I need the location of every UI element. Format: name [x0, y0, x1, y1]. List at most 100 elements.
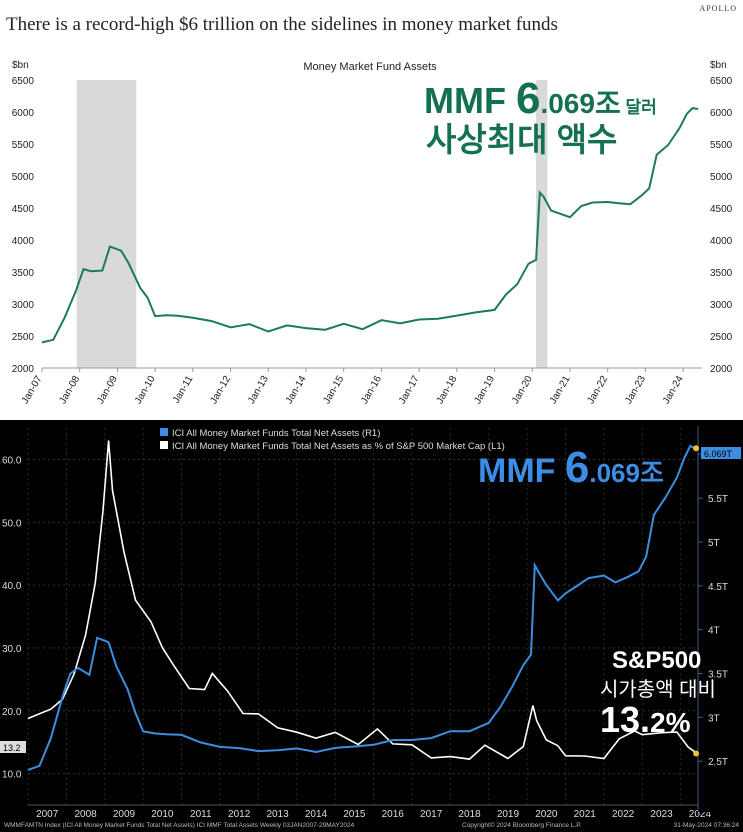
bottom-x-tick-label: 2018 — [458, 809, 481, 820]
top-x-tick-label: Jan-15 — [321, 374, 346, 406]
bottom-y-tick-right: 5.5T — [708, 494, 728, 505]
bottom-y-tick-left: 40.0 — [2, 581, 22, 592]
footer-copyright: Copyright© 2024 Bloomberg Finance L.P. — [462, 821, 582, 829]
top-x-tick-label: Jan-16 — [359, 374, 384, 406]
top-y-tick-right: 4000 — [710, 236, 733, 247]
top-y-tick-left: 3500 — [12, 268, 35, 279]
top-unit-right: $bn — [710, 60, 727, 71]
top-chart-panel: There is a record-high $6 trillion on th… — [6, 4, 737, 406]
bottom-x-tick-label: 2017 — [420, 809, 443, 820]
bottom-y-tick-right: 3.5T — [708, 669, 728, 680]
top-x-tick-label: Jan-18 — [435, 374, 460, 406]
bottom-x-tick-label: 2021 — [574, 809, 597, 820]
top-x-tick-label: Jan-13 — [246, 374, 271, 406]
top-y-tick-right: 3000 — [710, 300, 733, 311]
top-x-tick-label: Jan-17 — [397, 374, 422, 406]
brand-label: APOLLO — [699, 4, 737, 13]
bottom-chart-svg: 10.0 20.0 30.0 40.0 50.0 60.0 2007 2008 2009 2010… — [0, 426, 743, 829]
top-x-tick-label: Jan-24 — [661, 374, 686, 406]
top-y-tick-right: 6500 — [710, 76, 733, 87]
recession-band-1 — [536, 80, 548, 368]
blue-end-marker — [693, 445, 700, 452]
bottom-x-tick-label: 2015 — [343, 809, 366, 820]
top-y-tick-left: 2500 — [12, 332, 35, 343]
sp500-value: 13.2% — [600, 699, 691, 740]
top-y-tick-left: 3000 — [12, 300, 35, 311]
bottom-x-tick-label: 2024 — [689, 809, 712, 820]
legend-label-blue: ICI All Money Market Funds Total Net Ass… — [172, 428, 380, 439]
top-y-tick-right: 6000 — [710, 108, 733, 119]
top-y-tick-right: 2000 — [710, 364, 733, 375]
legend-swatch-white — [160, 441, 168, 449]
top-x-tick-label: Jan-20 — [510, 374, 535, 406]
headline: There is a record-high $6 trillion on th… — [6, 14, 558, 35]
bottom-annotation: MMF 6.069조 — [478, 443, 664, 492]
top-x-tick-label: Jan-10 — [133, 374, 158, 406]
top-y-tick-left: 6000 — [12, 108, 35, 119]
bottom-y-tick-left: 10.0 — [2, 770, 22, 781]
bottom-x-tick-label: 2023 — [650, 809, 673, 820]
white-end-marker — [693, 750, 700, 757]
top-y-tick-right: 4500 — [710, 204, 733, 215]
bottom-x-tick-label: 2013 — [266, 809, 289, 820]
top-y-tick-right: 3500 — [710, 268, 733, 279]
right-last-value: 6.069T — [704, 449, 733, 459]
top-y-tick-right: 2500 — [710, 332, 733, 343]
bottom-x-tick-label: 2012 — [228, 809, 251, 820]
bottom-x-tick-label: 2020 — [535, 809, 558, 820]
top-y-tick-left: 5500 — [12, 140, 35, 151]
bottom-x-tick-label: 2019 — [497, 809, 520, 820]
bottom-x-tick-label: 2014 — [305, 809, 328, 820]
right-last-value-box — [701, 447, 741, 459]
bottom-y-tick-left: 30.0 — [2, 644, 22, 655]
sp500-title: S&P500 — [612, 647, 701, 674]
top-x-tick-label: Jan-23 — [623, 374, 648, 406]
top-chart-svg: 2000 2000 2500 2500 3000 3000 3500 3500 4000 4000… — [12, 60, 733, 406]
top-x-tick-label: Jan-08 — [57, 374, 82, 406]
bottom-y-tick-right: 4T — [708, 626, 720, 637]
bottom-x-tick-label: 2010 — [151, 809, 174, 820]
bottom-y-tick-right: 2.5T — [708, 757, 728, 768]
top-x-tick-label: Jan-19 — [472, 374, 497, 406]
top-y-tick-left: 5000 — [12, 172, 35, 183]
mmf-assets-line — [41, 107, 699, 344]
footer-timestamp: 31-May-2024 07:36:24 — [674, 822, 740, 829]
bottom-y-tick-right: 3T — [708, 713, 720, 724]
pct-sp500-line — [27, 440, 697, 760]
bottom-x-tick-label: 2016 — [382, 809, 405, 820]
mmf-total-assets-line — [27, 444, 697, 771]
bottom-x-tick-label: 2007 — [36, 809, 59, 820]
top-x-tick-label: Jan-22 — [585, 374, 610, 406]
bottom-x-tick-label: 2009 — [113, 809, 136, 820]
top-x-tick-label: Jan-21 — [548, 374, 573, 406]
top-x-tick-label: Jan-09 — [95, 374, 120, 406]
top-y-tick-left: 2000 — [12, 364, 35, 375]
bottom-x-tick-label: 2011 — [190, 809, 212, 820]
top-x-tick-label: Jan-12 — [208, 374, 233, 406]
footer-source: WMMFAMTN Index (ICI All Money Market Fun… — [4, 822, 355, 829]
top-x-tick-label: Jan-07 — [20, 374, 45, 406]
top-x-tick-label: Jan-11 — [171, 374, 196, 406]
bottom-y-tick-right: 5T — [708, 538, 720, 549]
legend-label-white: ICI All Money Market Funds Total Net Ass… — [172, 441, 505, 452]
top-y-tick-left: 4000 — [12, 236, 35, 247]
top-chart-title: Money Market Fund Assets — [303, 61, 437, 73]
legend-swatch-blue — [160, 428, 168, 436]
bottom-chart-panel: 10.0 20.0 30.0 40.0 50.0 60.0 2007 2008 2009 2010… — [0, 420, 743, 832]
top-unit-left: $bn — [12, 60, 29, 71]
top-y-tick-right: 5000 — [710, 172, 733, 183]
left-last-value-box — [0, 741, 26, 753]
bottom-x-tick-label: 2022 — [612, 809, 635, 820]
top-x-tick-label: Jan-14 — [284, 374, 309, 406]
right-axis-strip — [698, 426, 743, 812]
bottom-x-tick-label: 2008 — [74, 809, 97, 820]
bottom-y-tick-right: 4.5T — [708, 582, 728, 593]
recession-band-0 — [76, 80, 137, 368]
top-y-tick-left: 6500 — [12, 76, 35, 87]
top-y-tick-right: 5500 — [710, 140, 733, 151]
left-last-value: 13.2 — [3, 743, 21, 753]
top-y-tick-left: 4500 — [12, 204, 35, 215]
bottom-y-tick-left: 20.0 — [2, 707, 22, 718]
bottom-y-tick-left: 60.0 — [2, 455, 22, 466]
bottom-y-tick-left: 50.0 — [2, 518, 22, 529]
